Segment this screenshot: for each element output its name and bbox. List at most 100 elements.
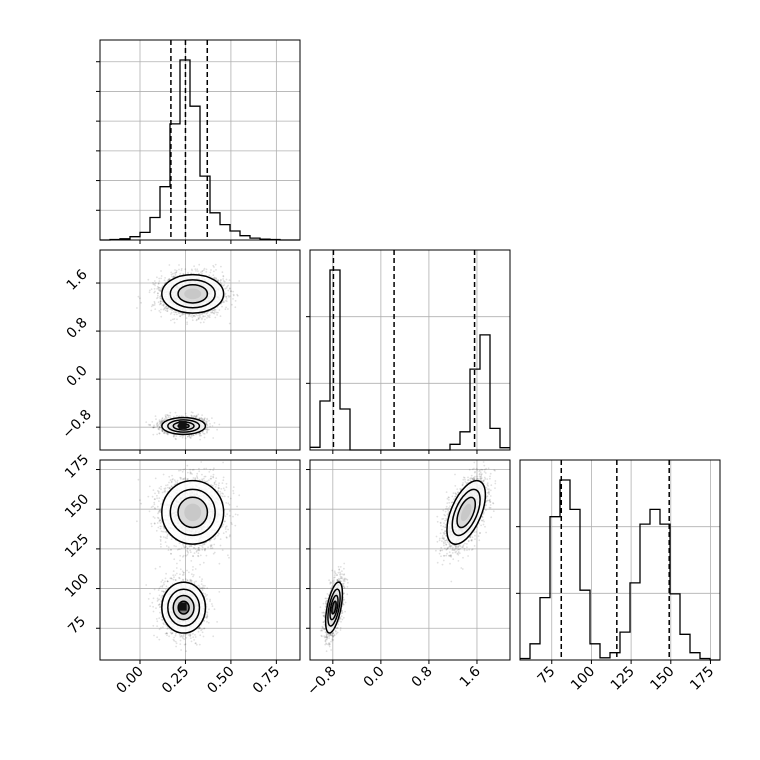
sample-point	[174, 275, 177, 278]
sample-point	[204, 417, 206, 419]
sample-point	[150, 309, 153, 312]
sample-point	[208, 274, 211, 277]
sample-point	[153, 424, 155, 427]
sample-point	[225, 300, 228, 303]
sample-point	[157, 292, 159, 295]
sample-point	[206, 420, 208, 423]
sample-point	[192, 415, 195, 417]
sample-point	[179, 315, 181, 318]
sample-point	[222, 278, 225, 280]
sample-point	[154, 290, 156, 293]
sample-point	[232, 290, 235, 293]
sample-point	[176, 414, 178, 417]
sample-point	[191, 414, 193, 417]
sample-point	[153, 283, 156, 285]
sample-point	[214, 316, 217, 319]
sample-point	[160, 300, 162, 303]
sample-point	[158, 289, 161, 292]
sample-point	[190, 272, 193, 275]
sample-point	[166, 433, 169, 436]
sample-point	[167, 414, 170, 417]
sample-point	[166, 308, 168, 310]
sample-point	[225, 278, 228, 281]
contour-line	[177, 283, 209, 304]
sample-point	[182, 478, 185, 481]
sample-point	[173, 434, 176, 437]
sample-point	[157, 424, 160, 426]
sample-point	[156, 421, 159, 424]
sample-point	[179, 315, 182, 318]
sample-point	[158, 280, 161, 282]
sample-point	[168, 487, 171, 489]
sample-point	[230, 290, 233, 293]
sample-point	[168, 264, 171, 266]
sample-point	[201, 431, 204, 434]
sample-point	[161, 420, 163, 423]
sample-point	[203, 267, 206, 270]
sample-point	[212, 312, 215, 314]
sample-point	[175, 311, 178, 314]
sample-point	[170, 308, 173, 311]
sample-point	[176, 318, 178, 321]
sample-point	[164, 309, 167, 312]
sample-point	[161, 300, 164, 303]
sample-point	[208, 316, 211, 319]
sample-point	[150, 288, 153, 291]
sample-point	[224, 292, 227, 295]
density-peak	[184, 288, 202, 300]
sample-point	[158, 303, 161, 306]
contour-line	[161, 273, 225, 314]
sample-point	[165, 307, 168, 310]
sample-point	[160, 420, 163, 423]
sample-point	[158, 428, 161, 431]
sample-point	[192, 547, 195, 550]
sample-point	[171, 275, 173, 278]
sample-point	[158, 310, 161, 312]
sample-point	[161, 430, 164, 432]
sample-point	[187, 435, 189, 438]
sample-point	[214, 308, 217, 311]
sample-point	[169, 308, 172, 311]
sample-point	[186, 435, 189, 438]
sample-point	[145, 421, 148, 423]
sample-point	[159, 295, 162, 298]
sample-point	[162, 305, 165, 307]
sample-point	[170, 485, 173, 487]
sample-point	[203, 312, 206, 314]
sample-point	[222, 300, 225, 303]
sample-point	[198, 433, 201, 436]
sample-point	[159, 300, 162, 303]
sample-point	[177, 311, 180, 314]
sample-point	[232, 294, 235, 297]
sample-point	[165, 305, 168, 308]
sample-point	[170, 553, 173, 555]
sample-point	[203, 436, 206, 439]
sample-point	[203, 419, 206, 421]
sample-point	[173, 318, 176, 320]
sample-point	[186, 550, 189, 553]
sample-point	[225, 287, 228, 290]
sample-point	[169, 411, 172, 414]
sample-point	[191, 411, 194, 414]
sample-point	[154, 308, 157, 310]
sample-point	[176, 313, 178, 316]
sample-point	[199, 432, 202, 435]
sample-point	[159, 297, 162, 300]
sample-point	[152, 433, 155, 436]
sample-point	[212, 274, 215, 277]
sample-point	[194, 315, 197, 318]
sample-point	[158, 288, 160, 291]
sample-point	[192, 434, 195, 437]
sample-point	[136, 307, 138, 309]
sample-point	[190, 268, 193, 271]
sample-point	[206, 314, 209, 317]
histogram-p2	[520, 479, 720, 661]
sample-point	[188, 313, 191, 316]
sample-point	[172, 275, 175, 278]
sample-point	[156, 425, 159, 427]
sample-point	[205, 423, 208, 426]
sample-point	[229, 290, 232, 292]
sample-point	[165, 432, 168, 435]
hist-grid-p2	[516, 460, 720, 660]
sample-point	[210, 269, 212, 271]
